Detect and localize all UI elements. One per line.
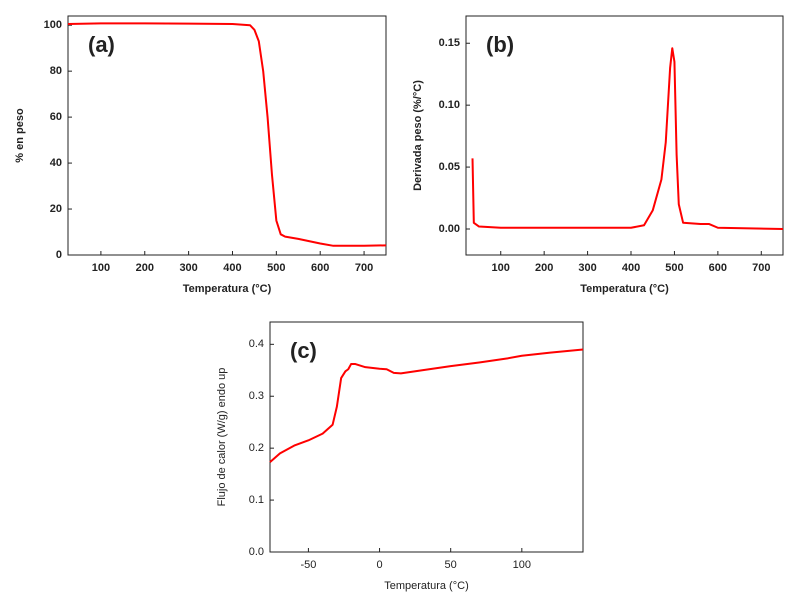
y-tick-label: 0.3 (249, 390, 264, 402)
y-tick-label: 0 (56, 249, 62, 261)
chart: 100 200 300 400 500 600 700 0.00 0.05 0.10 0.15 Tem… (412, 15, 784, 295)
x-tick-label: 400 (223, 262, 241, 274)
y-tick-label: 100 (44, 19, 62, 31)
y-tick-label: 0.1 (249, 494, 264, 506)
x-axis-label: Temperatura (°C) (384, 580, 468, 592)
y-tick-label: 60 (50, 111, 62, 123)
chart: -50 0 50 100 0.0 0.1 0.2 0.3 0.4 Temperatura (°C)… (216, 321, 584, 592)
y-axis-label: Flujo de calor (W/g) endo up (216, 368, 228, 507)
panel-label: (c) (290, 338, 317, 363)
y-tick-label: 20 (50, 203, 62, 215)
x-tick-label: 200 (136, 262, 154, 274)
y-tick-label: 0.10 (439, 99, 460, 111)
x-tick-label: 100 (492, 262, 510, 274)
data-line (67, 22, 387, 247)
y-axis-label: % en peso (14, 108, 26, 163)
x-tick-label: 500 (267, 262, 285, 274)
x-tick-label: 600 (709, 262, 727, 274)
x-tick-label: 100 (92, 262, 110, 274)
x-tick-label: 200 (535, 262, 553, 274)
y-tick-label: 0.05 (439, 161, 460, 173)
y-tick-label: 0.00 (439, 223, 460, 235)
x-tick-label: 300 (578, 262, 596, 274)
plot-frame (67, 15, 387, 256)
y-tick-label: 0.2 (249, 442, 264, 454)
x-tick-label: 700 (355, 262, 373, 274)
x-tick-label: -50 (300, 559, 316, 571)
data-line (471, 47, 784, 230)
y-axis-label: Derivada peso (%/°C) (412, 80, 424, 191)
x-tick-label: 0 (376, 559, 382, 571)
x-tick-label: 400 (622, 262, 640, 274)
y-tick-label: 0.4 (249, 338, 264, 350)
x-tick-label: 600 (311, 262, 329, 274)
y-tick-label: 0.15 (439, 37, 460, 49)
x-tick-label: 700 (752, 262, 770, 274)
y-tick-label: 80 (50, 65, 62, 77)
x-tick-label: 100 (513, 559, 531, 571)
panel-label: (a) (88, 32, 115, 57)
panel-label: (b) (486, 32, 514, 57)
data-line (269, 348, 584, 463)
y-tick-label: 40 (50, 157, 62, 169)
x-axis-label: Temperatura (°C) (183, 283, 272, 295)
x-axis-label: Temperatura (°C) (580, 283, 669, 295)
plot-frame (465, 15, 784, 256)
x-tick-label: 50 (445, 559, 457, 571)
x-tick-label: 300 (179, 262, 197, 274)
plot-frame (269, 321, 584, 553)
y-tick-label: 0.0 (249, 546, 264, 558)
chart: 100 200 300 400 500 600 700 0 20 40 60 80 100 Tempera… (14, 15, 387, 295)
x-tick-label: 500 (665, 262, 683, 274)
